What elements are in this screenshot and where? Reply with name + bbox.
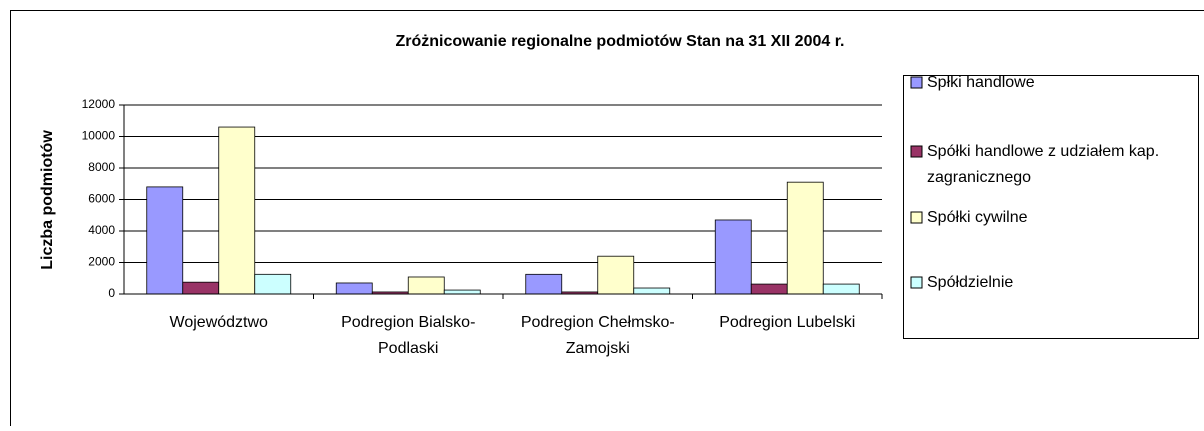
x-tick-label: Podregion Chełmsko-Zamojski (503, 310, 693, 362)
legend-swatch (911, 146, 922, 157)
x-tick-label-box: Województwo (124, 310, 314, 420)
x-tick-label-box: Podregion Lubelski (692, 310, 882, 420)
legend-swatch (911, 277, 922, 288)
legend-label: Spółki handlowe z udziałem kap. zagranic… (927, 139, 1202, 191)
bar (751, 284, 787, 294)
bar (526, 274, 562, 294)
bar (598, 256, 634, 294)
x-tick-label: Województwo (124, 310, 314, 336)
bar (408, 277, 444, 294)
x-tick-label-box: Podregion Bialsko-Podlaski (313, 310, 503, 420)
y-tick-label: 0 (108, 286, 115, 300)
legend-label: Spółdzielnie (927, 270, 1202, 296)
legend-label-box: Spółki cywilne (927, 205, 1202, 265)
bar (219, 127, 255, 294)
legend-label: Spółki cywilne (927, 205, 1202, 231)
x-tick-label: Podregion Lubelski (692, 310, 882, 336)
y-tick-label: 12000 (82, 97, 116, 111)
bar (255, 274, 291, 294)
legend-swatch (911, 77, 922, 88)
y-tick-label: 4000 (88, 223, 115, 237)
bar (823, 284, 859, 294)
bar (444, 290, 480, 294)
y-tick-label: 6000 (88, 192, 115, 206)
y-axis-label: Liczba podmiotów (39, 130, 56, 270)
bar (183, 282, 219, 294)
y-tick-label: 2000 (88, 255, 115, 269)
y-tick-label: 8000 (88, 160, 115, 174)
x-tick-label: Podregion Bialsko-Podlaski (313, 310, 503, 362)
legend-label-box: Spółdzielnie (927, 270, 1202, 330)
bar (147, 187, 183, 294)
y-tick-label: 10000 (82, 129, 116, 143)
bar (336, 283, 372, 294)
bar (787, 182, 823, 294)
legend-swatch (911, 212, 922, 223)
bar (634, 288, 670, 294)
x-tick-label-box: Podregion Chełmsko-Zamojski (503, 310, 693, 420)
legend-label-box: Spłki handlowe (927, 70, 1202, 130)
chart-title: Zróżnicowanie regionalne podmiotów Stan … (396, 33, 845, 50)
legend-label: Spłki handlowe (927, 70, 1202, 96)
bar (715, 220, 751, 294)
legend-label-box: Spółki handlowe z udziałem kap. zagranic… (927, 139, 1202, 199)
